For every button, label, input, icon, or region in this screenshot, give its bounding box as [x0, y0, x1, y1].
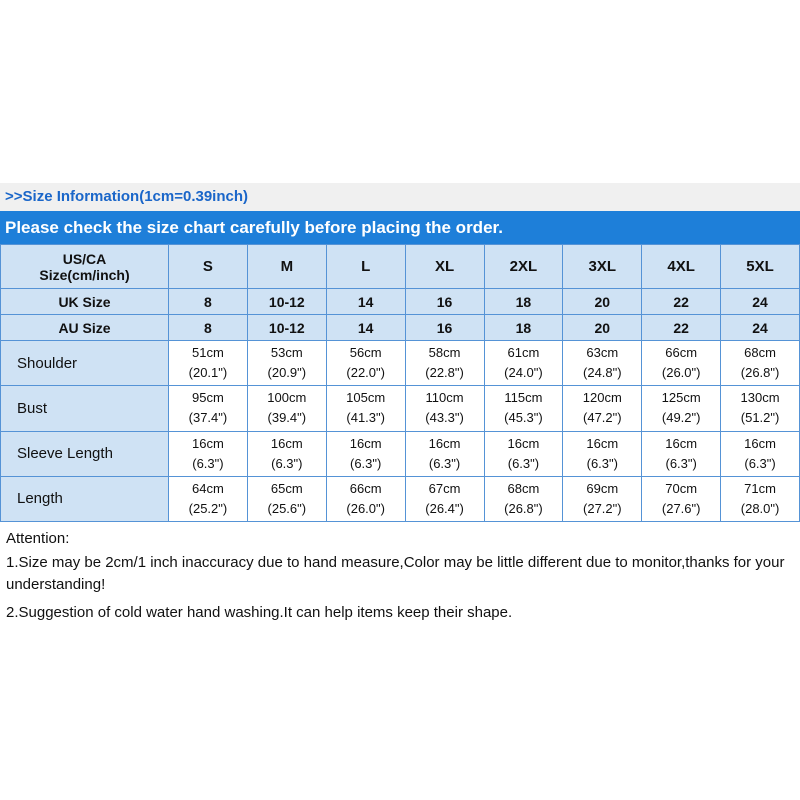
- measurement-cell: 63cm (24.8"): [562, 339, 643, 387]
- measurement-cell: 67cm (26.4"): [404, 475, 485, 523]
- measurement-cell: 70cm (27.6"): [641, 475, 722, 523]
- size-cell: 8: [168, 314, 248, 341]
- row-label: Shoulder: [0, 339, 169, 387]
- measurement-cell: 100cm (39.4"): [246, 385, 327, 432]
- measurement-cell: 66cm (26.0"): [641, 339, 722, 387]
- measurement-cell: 16cm (6.3"): [641, 430, 722, 477]
- size-cell: 22: [641, 288, 722, 315]
- size-header: XL: [404, 244, 485, 289]
- size-cell: 20: [562, 288, 643, 315]
- size-cell: 18: [483, 288, 564, 315]
- size-cell: 14: [325, 288, 406, 315]
- notice-banner: Please check the size chart carefully be…: [0, 211, 800, 244]
- measurement-cell: 130cm (51.2"): [720, 385, 800, 432]
- measurement-cell: 16cm (6.3"): [562, 430, 643, 477]
- row-label: Sleeve Length: [0, 430, 169, 477]
- attention-title: Attention:: [6, 530, 70, 548]
- size-cell: 10-12: [246, 314, 327, 341]
- size-table: US/CA Size(cm/inch) S M L XL 2XL 3XL 4XL 5XL UK S…: [0, 244, 800, 523]
- size-header: S: [168, 244, 248, 289]
- measurement-cell: 16cm (6.3"): [325, 430, 406, 477]
- measurement-cell: 105cm (41.3"): [325, 385, 406, 432]
- measurement-cell: 71cm (28.0"): [720, 475, 800, 523]
- measurement-cell: 61cm (24.0"): [483, 339, 564, 387]
- size-cell: 16: [404, 314, 485, 341]
- measurement-cell: 16cm (6.3"): [720, 430, 800, 477]
- size-header: 5XL: [720, 244, 800, 289]
- table-row: Sleeve Length 16cm (6.3") 16cm (6.3") 16cm …: [0, 430, 800, 477]
- table-row: Bust 95cm (37.4") 100cm (39.4") 105cm (41.3…: [0, 385, 800, 432]
- measurement-cell: 16cm (6.3"): [246, 430, 327, 477]
- measurement-cell: 69cm (27.2"): [562, 475, 643, 523]
- size-header: 4XL: [641, 244, 722, 289]
- row-label: Bust: [0, 385, 169, 432]
- size-cell: 8: [168, 288, 248, 315]
- table-row: AU Size 8 10-12 14 16 18 20 22 24: [0, 314, 800, 341]
- size-cell: 16: [404, 288, 485, 315]
- size-header: 2XL: [483, 244, 564, 289]
- measurement-cell: 51cm (20.1"): [168, 339, 248, 387]
- measurement-cell: 125cm (49.2"): [641, 385, 722, 432]
- size-cell: 24: [720, 288, 800, 315]
- size-info-bar: >>Size Information(1cm=0.39inch): [0, 183, 800, 211]
- attention-section: Attention: 1.Size may be 2cm/1 inch inac…: [0, 522, 800, 624]
- attention-line: 1.Size may be 2cm/1 inch inaccuracy due …: [6, 553, 785, 593]
- row-label: AU Size: [0, 314, 169, 341]
- measurement-cell: 115cm (45.3"): [483, 385, 564, 432]
- size-cell: 20: [562, 314, 643, 341]
- table-row: Shoulder 51cm (20.1") 53cm (20.9") 56cm (22…: [0, 339, 800, 387]
- size-cell: 24: [720, 314, 800, 341]
- measurement-cell: 68cm (26.8"): [720, 339, 800, 387]
- size-header: L: [325, 244, 406, 289]
- table-row: UK Size 8 10-12 14 16 18 20 22 24: [0, 288, 800, 315]
- measurement-cell: 56cm (22.0"): [325, 339, 406, 387]
- size-cell: 22: [641, 314, 722, 341]
- row-label: Length: [0, 475, 169, 523]
- measurement-cell: 16cm (6.3"): [404, 430, 485, 477]
- measurement-cell: 95cm (37.4"): [168, 385, 248, 432]
- measurement-cell: 66cm (26.0"): [325, 475, 406, 523]
- measurement-cell: 16cm (6.3"): [483, 430, 564, 477]
- measurement-cell: 65cm (25.6"): [246, 475, 327, 523]
- measurement-cell: 16cm (6.3"): [168, 430, 248, 477]
- measurement-cell: 68cm (26.8"): [483, 475, 564, 523]
- size-header: M: [246, 244, 327, 289]
- table-row: Length 64cm (25.2") 65cm (25.6") 66cm (26.0…: [0, 475, 800, 523]
- table-header-row: US/CA Size(cm/inch) S M L XL 2XL 3XL 4XL 5XL: [0, 244, 800, 289]
- measurement-cell: 120cm (47.2"): [562, 385, 643, 432]
- measurement-cell: 53cm (20.9"): [246, 339, 327, 387]
- size-header: 3XL: [562, 244, 643, 289]
- measurement-cell: 58cm (22.8"): [404, 339, 485, 387]
- attention-line: 2.Suggestion of cold water hand washing.…: [6, 604, 513, 622]
- measurement-cell: 64cm (25.2"): [168, 475, 248, 523]
- size-chart-page: >>Size Information(1cm=0.39inch) Please …: [0, 183, 800, 624]
- size-cell: 10-12: [246, 288, 327, 315]
- measurement-cell: 110cm (43.3"): [404, 385, 485, 432]
- size-cell: 18: [483, 314, 564, 341]
- corner-label: US/CA Size(cm/inch): [0, 244, 169, 289]
- row-label: UK Size: [0, 288, 169, 315]
- size-cell: 14: [325, 314, 406, 341]
